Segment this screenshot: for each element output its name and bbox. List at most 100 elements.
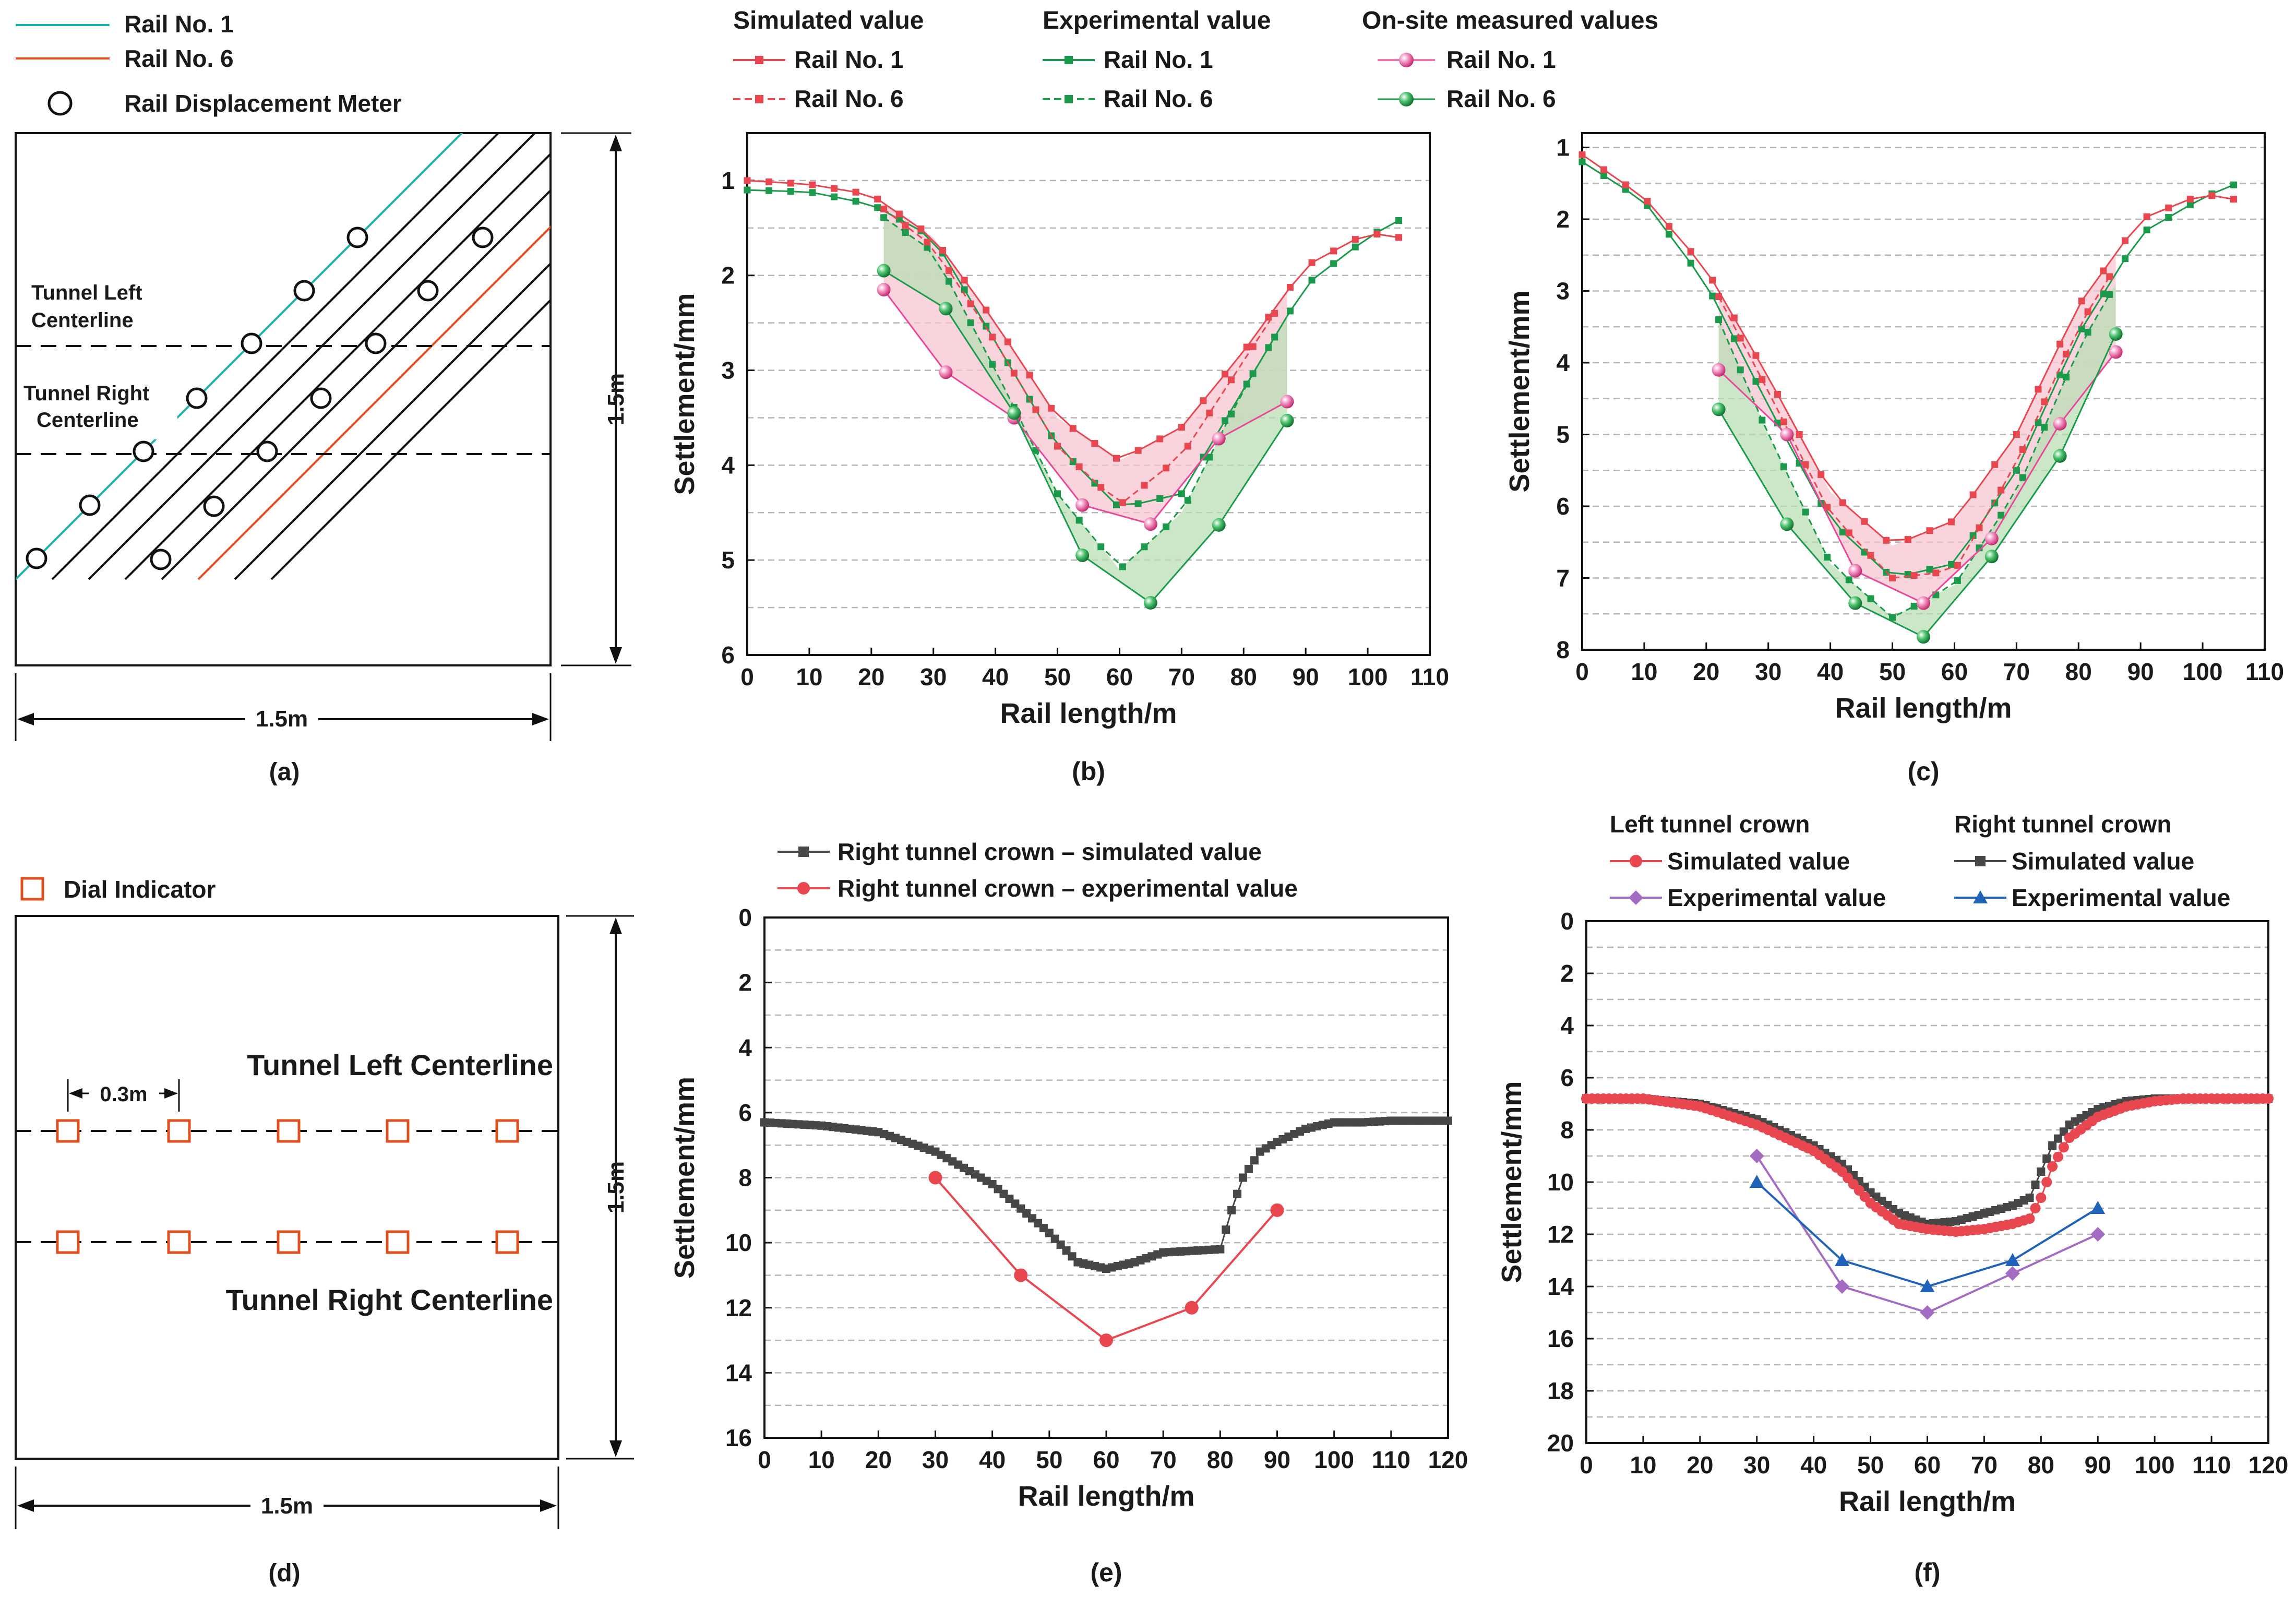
exp-rail1-point — [1730, 335, 1738, 342]
y-tick-label: 4 — [738, 1034, 752, 1061]
sim-rail1-point — [1069, 425, 1077, 432]
x-tick-label: 30 — [922, 1446, 949, 1473]
y-tick-label: 10 — [725, 1229, 752, 1256]
dial-indicator — [386, 1119, 410, 1143]
x-tick-label: 120 — [1428, 1446, 1468, 1473]
left-crown-sim-point — [2041, 1177, 2052, 1187]
sim-rail6-point — [945, 267, 952, 275]
sim-rail6-point — [1271, 309, 1278, 317]
x-tick-label: 100 — [1348, 663, 1388, 690]
y-axis-label: Settlement/mm — [1496, 1081, 1527, 1283]
exp-rail1-point — [1969, 532, 1977, 539]
onsite-rail6-point — [1007, 406, 1021, 420]
dim-horizontal-label: 1.5m — [256, 706, 308, 732]
sim-rail1-point — [830, 185, 838, 192]
exp-rail1-point — [1687, 259, 1694, 267]
y-tick-label: 5 — [1556, 421, 1570, 448]
sim-rail1-point — [2186, 196, 2194, 202]
sim-rail6-point — [902, 222, 909, 229]
sim-rail1-point — [939, 247, 947, 254]
left-crown-exp-point — [1835, 1279, 1850, 1294]
legend-b-onsite-title: On-site measured values — [1362, 7, 1658, 34]
legend-f-right-title: Right tunnel crown — [1954, 811, 2172, 838]
legend-rail-6: Rail No. 6 — [124, 45, 234, 72]
sim-rail1-point — [1796, 431, 1803, 438]
sim-rail1-point — [787, 180, 794, 187]
left-crown-exp-point — [2090, 1227, 2106, 1242]
onsite-rail6-point — [1280, 413, 1294, 427]
y-tick-label: 5 — [721, 546, 735, 574]
x-axis-label: Rail length/m — [1835, 693, 2012, 724]
onsite-rail6-point — [1848, 596, 1862, 610]
y-tick-label: 20 — [1547, 1429, 1574, 1457]
sim-rail1-point — [1156, 435, 1164, 443]
sim-rail6-point — [2041, 398, 2048, 406]
legend-f-left-sim: Simulated value — [1667, 848, 1850, 875]
y-tick-label: 8 — [1556, 636, 1570, 663]
x-tick-label: 30 — [920, 663, 947, 690]
exp-rail1-point — [874, 204, 881, 211]
right-crown-exp-point — [1920, 1279, 1935, 1292]
right-crown-sim-point — [2037, 1167, 2046, 1176]
panel-a-frame — [15, 132, 552, 666]
onsite-rail1-point — [1075, 498, 1090, 512]
onsite-rail6-point — [2109, 327, 2123, 341]
dial-indicator — [167, 1230, 191, 1254]
y-tick-label: 6 — [1556, 493, 1570, 520]
sim-rail6-point — [967, 300, 974, 307]
sim-rail1-point — [809, 181, 816, 188]
legend-b-exp-title: Experimental value — [1043, 7, 1271, 34]
exp-rail6-point — [1867, 595, 1874, 602]
left-centerline-label-2: Centerline — [31, 309, 134, 332]
exp-rail6-point — [1163, 523, 1170, 531]
exp-rail1-point — [2121, 255, 2128, 263]
sim-rail1-point — [2208, 192, 2216, 199]
exp-rail6-point — [1184, 497, 1191, 504]
sim-rail6-point — [1976, 524, 1983, 531]
right-centerline-label: Tunnel Right Centerline — [226, 1283, 553, 1316]
onsite-rail6-point — [1984, 550, 1999, 564]
dial-indicator — [277, 1230, 301, 1254]
sim-rail1-point — [1709, 277, 1716, 284]
x-tick-label: 60 — [1106, 663, 1133, 690]
sim-rail1-point — [1222, 371, 1229, 378]
y-tick-label: 6 — [721, 641, 735, 669]
right-crown-sim-point — [1250, 1156, 1259, 1165]
x-tick-label: 110 — [1410, 663, 1449, 690]
x-tick-label: 80 — [2065, 658, 2092, 685]
y-tick-label: 16 — [725, 1424, 752, 1451]
right-crown-sim-line — [1586, 1098, 2268, 1225]
y-tick-label: 0 — [1560, 908, 1574, 935]
sim-rail1-point — [1991, 461, 1999, 468]
sim-rail6-point — [1227, 376, 1235, 384]
sim-rail6-point — [1032, 406, 1039, 413]
sim-rail1-point — [983, 306, 990, 314]
sim-rail1-point — [744, 177, 751, 184]
exp-rail1-point — [1752, 378, 1760, 385]
sim-rail6-point — [1737, 335, 1744, 342]
y-tick-label: 1 — [721, 167, 735, 194]
exp-rail1-point — [1156, 495, 1164, 502]
sim-rail6-point — [2062, 351, 2070, 357]
y-tick-label: 7 — [1556, 565, 1570, 592]
exp-rail6-point — [1954, 577, 1961, 584]
x-tick-label: 80 — [2028, 1451, 2054, 1479]
right-crown-exp-point — [1014, 1268, 1028, 1282]
dial-indicator — [277, 1119, 301, 1143]
x-tick-label: 120 — [2249, 1451, 2289, 1479]
caption-a: (a) — [269, 758, 300, 786]
sim-rail1-point — [1665, 223, 1672, 230]
sim-rail1-point — [1883, 537, 1890, 544]
onsite-rail1-point — [1780, 427, 1794, 442]
left-crown-sim-point — [2036, 1193, 2047, 1203]
exp-rail1-point — [2100, 290, 2107, 297]
onsite-rail6-point — [1917, 630, 1930, 644]
sim-rail1-point — [1026, 372, 1033, 379]
rail-line — [270, 299, 551, 580]
chart-e: 0 10 20 30 40 50 60 70 80 90 100 110 120 0 2 4 6 8 10 12 14 1… — [669, 904, 1468, 1587]
exp-rail6-point — [945, 278, 952, 285]
x-tick-label: 40 — [982, 663, 1009, 690]
sim-rail6-point — [1054, 443, 1061, 450]
y-tick-label: 2 — [738, 969, 752, 996]
x-tick-label: 80 — [1207, 1446, 1234, 1473]
